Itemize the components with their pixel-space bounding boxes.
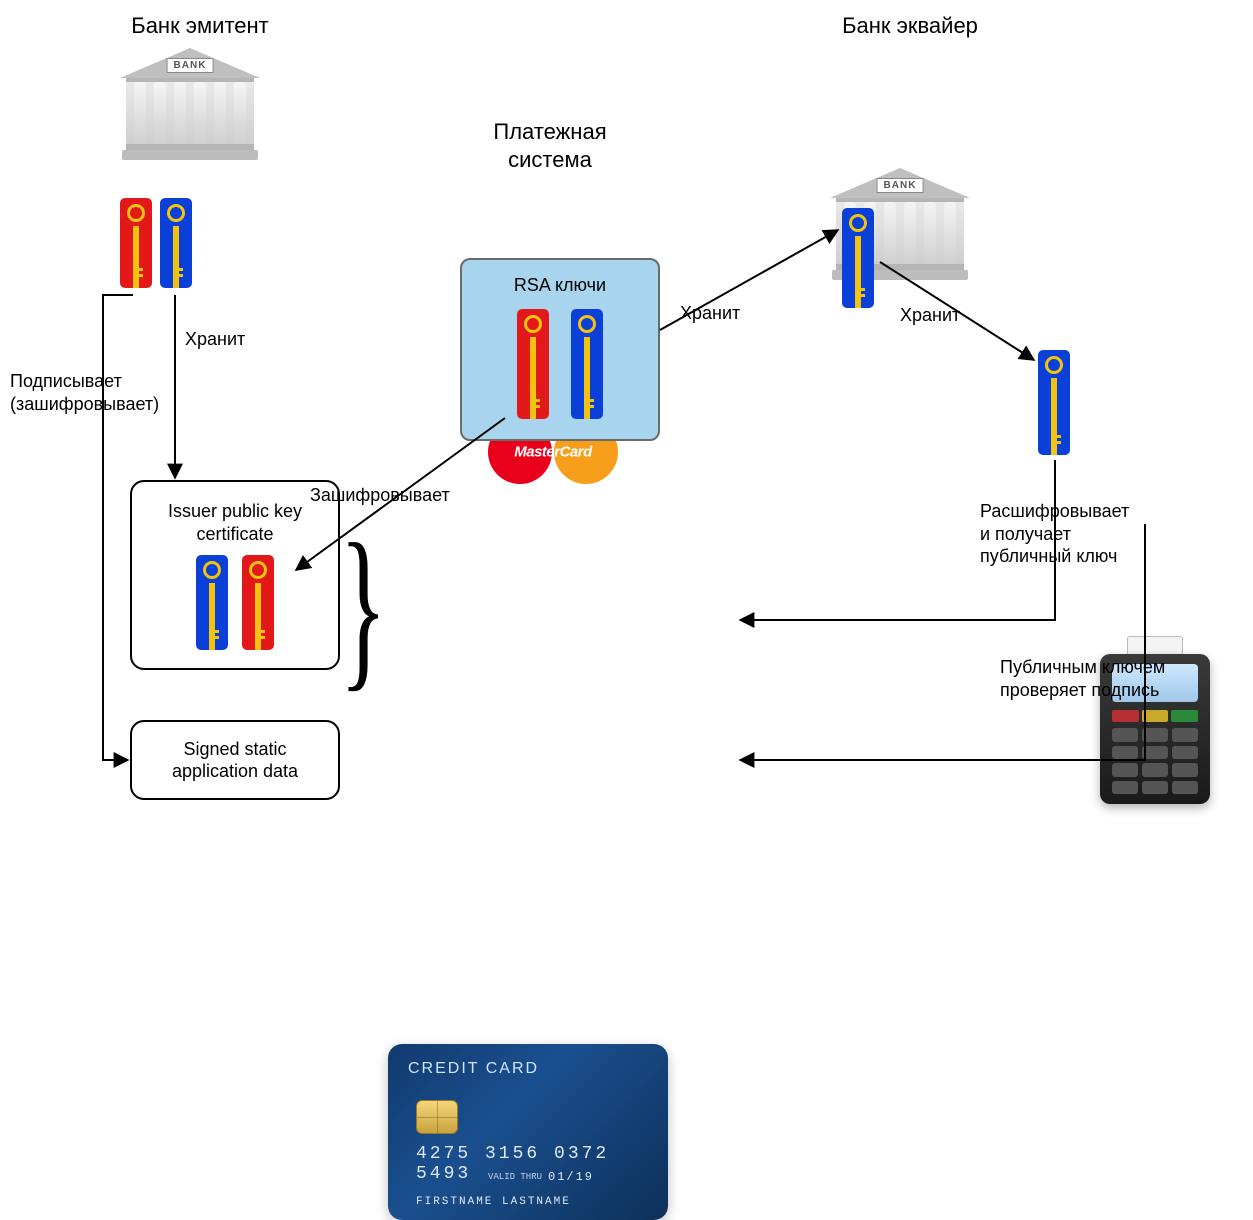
edge-label-stores-issuer: Хранит: [185, 328, 285, 351]
card-title: CREDIT CARD: [408, 1060, 648, 1078]
card-holder-name: FIRSTNAME LASTNAME: [416, 1196, 571, 1208]
edge-label-decrypts: Расшифровывает и получает публичный ключ: [980, 500, 1180, 568]
edge-label-signs: Подписывает (зашифровывает): [10, 370, 190, 415]
edge-label-stores-acq2: Хранит: [900, 304, 1000, 327]
key-public-icon: [196, 555, 228, 650]
edge-label-verifies: Публичным ключем проверяет подпись: [1000, 656, 1220, 701]
issuer-cert-box: Issuer public key certificate: [130, 480, 340, 670]
terminal-public-key: [1038, 350, 1070, 455]
mastercard-text: MasterCard: [514, 444, 592, 461]
key-private-icon: [517, 309, 549, 419]
key-private-icon: [242, 555, 274, 650]
issuer-bank-title: Банк эмитент: [80, 12, 320, 40]
signed-data-box: Signed static application data: [130, 720, 340, 800]
key-public-icon: [160, 198, 192, 288]
rsa-label: RSA ключи: [514, 274, 606, 297]
signed-box-label: Signed static application data: [172, 738, 298, 783]
brace-icon: }: [339, 530, 387, 683]
card-valid-label: VALID THRU: [488, 1172, 542, 1182]
edge-label-stores-acq: Хранит: [680, 302, 780, 325]
bank-issuer-icon: BANK: [120, 48, 260, 168]
cert-box-label: Issuer public key certificate: [168, 500, 302, 545]
issuer-keypair: [120, 198, 192, 288]
edge-label-encrypts: Зашифровывает: [310, 484, 470, 507]
bank-sign-label: BANK: [167, 58, 214, 73]
card-chip-icon: [416, 1100, 458, 1134]
acquirer-public-key: [842, 208, 874, 308]
card-expiry: 01/19: [548, 1170, 594, 1184]
key-private-icon: [120, 198, 152, 288]
credit-card-icon: CREDIT CARD 4275 3156 0372 5493 VALID TH…: [388, 1044, 668, 1220]
bank-sign-label: BANK: [877, 178, 924, 193]
key-public-icon: [571, 309, 603, 419]
rsa-keys-box: RSA ключи: [460, 258, 660, 441]
payment-system-title: Платежная система: [440, 118, 660, 173]
acquirer-bank-title: Банк эквайер: [790, 12, 1030, 40]
